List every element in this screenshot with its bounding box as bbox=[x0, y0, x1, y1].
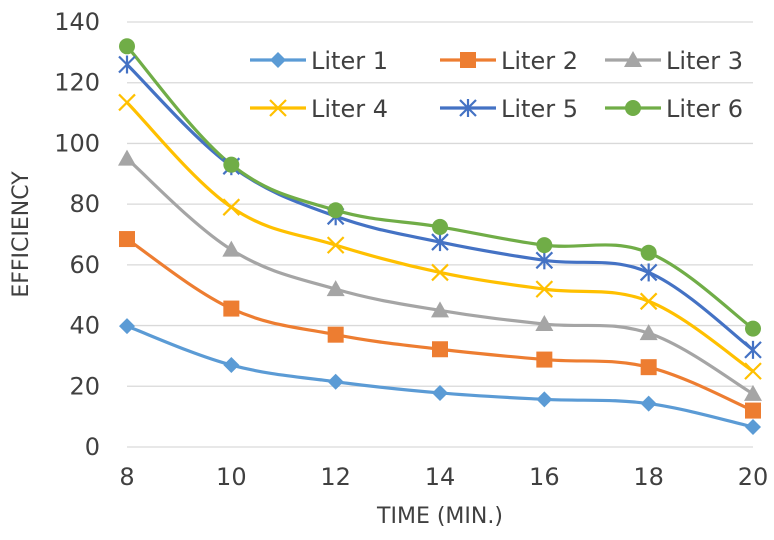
data-point-marker bbox=[640, 395, 657, 412]
data-point-marker bbox=[744, 384, 762, 401]
legend[interactable]: Liter 1 Liter 2 Liter 3 Liter 4 Liter 5 Liter… bbox=[250, 47, 743, 123]
data-point-marker bbox=[222, 198, 241, 216]
x-tick-label: 12 bbox=[320, 463, 351, 491]
data-point-marker bbox=[432, 341, 448, 358]
legend-label: Liter 2 bbox=[501, 47, 578, 75]
legend-label: Liter 4 bbox=[311, 95, 388, 123]
data-point-marker bbox=[639, 324, 658, 341]
y-tick-label: 60 bbox=[69, 251, 100, 279]
data-point-marker bbox=[431, 301, 449, 318]
data-point-marker bbox=[431, 263, 449, 282]
data-point-marker bbox=[536, 237, 553, 254]
legend-item[interactable]: Liter 6 bbox=[605, 95, 743, 123]
data-point-marker bbox=[745, 402, 761, 419]
data-point-marker bbox=[327, 373, 344, 390]
data-point-marker bbox=[745, 418, 761, 435]
data-point-marker bbox=[744, 362, 762, 380]
y-tick-label: 20 bbox=[69, 372, 100, 400]
x-tick-label: 16 bbox=[529, 463, 560, 491]
series-line-6 bbox=[125, 45, 754, 330]
legend-label: Liter 5 bbox=[501, 95, 578, 123]
legend-item[interactable]: Liter 4 bbox=[250, 95, 388, 123]
data-point-marker bbox=[744, 340, 762, 359]
data-point-marker bbox=[118, 149, 136, 166]
data-point-marker bbox=[118, 93, 136, 112]
data-point-marker bbox=[327, 202, 344, 219]
legend-swatch-marker bbox=[624, 51, 642, 67]
data-point-marker bbox=[536, 391, 553, 408]
data-point-marker bbox=[745, 320, 761, 337]
data-point-marker bbox=[431, 233, 449, 252]
legend-swatch-marker bbox=[460, 52, 476, 68]
data-point-marker bbox=[432, 218, 448, 235]
data-point-marker bbox=[535, 280, 554, 298]
y-tick-label: 140 bbox=[54, 8, 100, 36]
data-point-marker bbox=[223, 357, 240, 374]
legend-item[interactable]: Liter 1 bbox=[250, 47, 388, 75]
data-point-marker bbox=[432, 384, 448, 401]
legend-swatch-marker bbox=[270, 52, 286, 68]
data-point-marker bbox=[536, 351, 553, 368]
legend-item[interactable]: Liter 2 bbox=[440, 47, 578, 75]
data-point-marker bbox=[223, 156, 240, 173]
x-tick-label: 8 bbox=[119, 463, 134, 491]
data-point-marker bbox=[535, 315, 554, 332]
data-point-marker bbox=[639, 263, 658, 282]
data-point-marker bbox=[639, 292, 658, 311]
y-tick-label: 100 bbox=[54, 129, 100, 157]
gridlines bbox=[127, 21, 753, 448]
x-tick-label: 18 bbox=[633, 463, 664, 491]
legend-swatch-marker bbox=[269, 99, 287, 117]
x-tick-label: 14 bbox=[425, 463, 456, 491]
data-point-marker bbox=[119, 318, 135, 335]
x-tick-label: 10 bbox=[216, 463, 247, 491]
legend-item[interactable]: Liter 5 bbox=[440, 95, 578, 123]
legend-swatch-marker bbox=[459, 99, 477, 117]
series-markers bbox=[118, 38, 762, 435]
data-point-marker bbox=[640, 359, 657, 376]
y-tick-label: 0 bbox=[85, 433, 100, 461]
data-point-marker bbox=[223, 300, 240, 317]
x-axis-title: TIME (MIN.) bbox=[376, 504, 503, 529]
data-point-marker bbox=[222, 240, 241, 257]
data-point-marker bbox=[326, 280, 345, 297]
data-point-marker bbox=[640, 244, 657, 261]
legend-label: Liter 1 bbox=[311, 47, 388, 75]
data-point-marker bbox=[119, 231, 135, 248]
data-point-marker bbox=[119, 38, 135, 55]
data-point-marker bbox=[327, 326, 344, 343]
axes: 0 20 40 60 80 100 120 140 8 10 12 14 16 18 20 bbox=[54, 8, 768, 491]
y-tick-label: 40 bbox=[69, 312, 100, 340]
legend-item[interactable]: Liter 3 bbox=[605, 47, 743, 75]
data-point-marker bbox=[535, 251, 554, 270]
legend-swatch-marker bbox=[625, 100, 641, 116]
y-tick-label: 80 bbox=[69, 190, 100, 218]
legend-label: Liter 6 bbox=[666, 95, 743, 123]
data-point-marker bbox=[326, 236, 345, 254]
data-point-marker bbox=[118, 55, 136, 74]
y-tick-label: 120 bbox=[54, 69, 100, 97]
y-axis-title: EFFICIENCY bbox=[9, 171, 34, 298]
legend-label: Liter 3 bbox=[666, 47, 743, 75]
x-tick-label: 20 bbox=[738, 463, 769, 491]
